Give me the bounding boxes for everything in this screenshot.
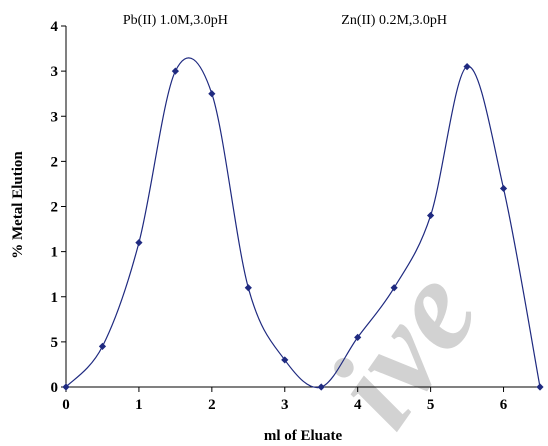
x-tick-label: 6	[500, 397, 508, 413]
data-point	[390, 284, 398, 292]
y-tick-label: 1	[51, 290, 59, 306]
series-line	[65, 57, 541, 389]
x-tick-label: 2	[208, 397, 216, 413]
data-point	[171, 67, 179, 75]
x-tick-label: 1	[135, 397, 143, 413]
data-markers	[62, 63, 544, 391]
data-point	[463, 63, 471, 71]
x-tick-label: 5	[427, 397, 435, 413]
y-axis-ticks: 0 5 1 1 2 2 3 3 4	[51, 19, 66, 396]
data-point	[281, 356, 289, 364]
data-point	[135, 239, 143, 247]
x-tick-label: 0	[62, 397, 70, 413]
y-tick-label: 4	[51, 19, 59, 35]
y-axis-title: % Metal Elution	[10, 151, 26, 259]
data-point	[208, 90, 216, 98]
y-tick-label: 3	[51, 64, 59, 80]
annotation-label: Pb(II) 1.0M,3.0pH	[123, 13, 228, 28]
y-tick-label: 2	[51, 200, 59, 216]
x-tick-label: 4	[354, 397, 362, 413]
data-point	[427, 211, 435, 220]
y-tick-label: 0	[51, 380, 59, 396]
data-point	[244, 284, 252, 292]
chart-annotations: Pb(II) 1.0M,3.0pH Zn(II) 0.2M,3.0pH	[123, 13, 447, 28]
data-point	[354, 333, 362, 341]
x-tick-label: 3	[281, 397, 289, 413]
watermark-text: ive	[301, 245, 506, 446]
annotation-label: Zn(II) 0.2M,3.0pH	[341, 13, 447, 28]
data-point	[98, 342, 107, 350]
data-point	[536, 383, 544, 391]
x-axis-title: ml of Eluate	[264, 428, 343, 444]
data-point	[317, 383, 325, 391]
data-point	[62, 383, 70, 391]
x-axis-ticks: 0 1 2 3 4 5 6	[62, 387, 508, 413]
y-tick-label: 5	[51, 335, 59, 351]
y-tick-label: 1	[51, 245, 59, 261]
y-tick-label: 3	[51, 109, 59, 125]
y-tick-label: 2	[51, 154, 59, 170]
data-point	[499, 184, 508, 193]
